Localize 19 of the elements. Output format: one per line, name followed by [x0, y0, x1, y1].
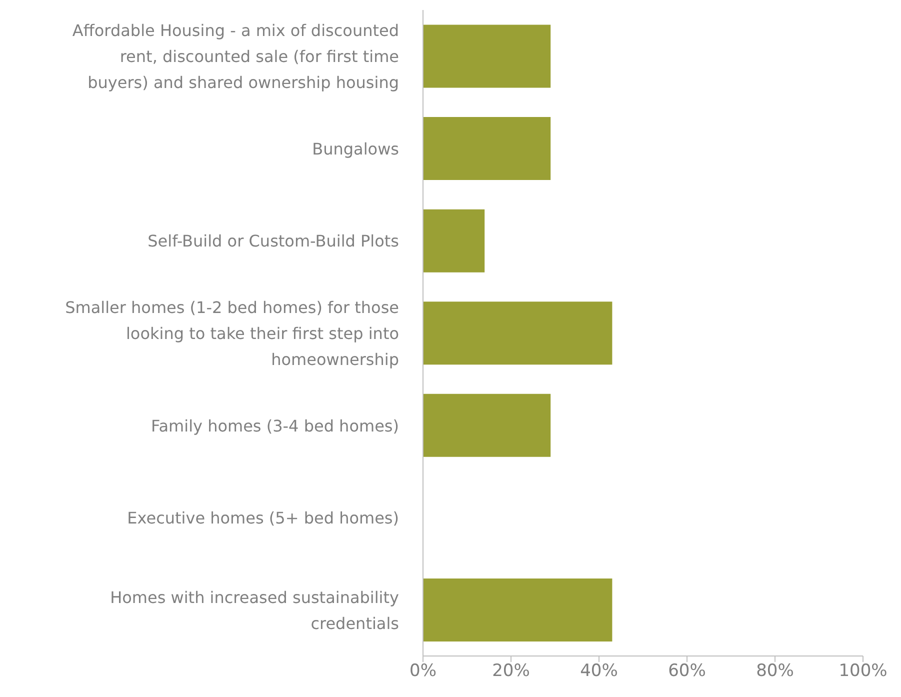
y-tick-label: Executive homes (5+ bed homes) — [127, 508, 399, 528]
bar — [423, 117, 551, 180]
bar — [423, 209, 485, 272]
y-tick-label: Self-Build or Custom-Build Plots — [148, 231, 399, 250]
bar — [423, 302, 612, 365]
x-tick-label: 100% — [838, 661, 888, 682]
x-tick-label: 40% — [580, 661, 618, 682]
bar — [423, 578, 612, 642]
y-tick-label: Smaller homes (1-2 bed homes) for those looking to take their first step into homeownership — [65, 298, 399, 368]
y-tick-label: Homes with increased sustainability credentials — [110, 587, 399, 632]
y-tick-label: Bungalows — [312, 138, 399, 158]
x-tick-label: 20% — [492, 661, 530, 682]
x-tick-label: 80% — [756, 661, 794, 682]
y-tick-label: Family homes (3-4 bed homes) — [151, 416, 399, 435]
x-tick-label: 60% — [668, 661, 706, 682]
x-tick-label: 0% — [410, 661, 436, 682]
bar — [423, 394, 551, 457]
bar — [423, 24, 551, 88]
y-tick-label: Affordable Housing - a mix of discounted rent, discounted sale (for first time buyers) and shared ownership housing — [72, 20, 399, 92]
